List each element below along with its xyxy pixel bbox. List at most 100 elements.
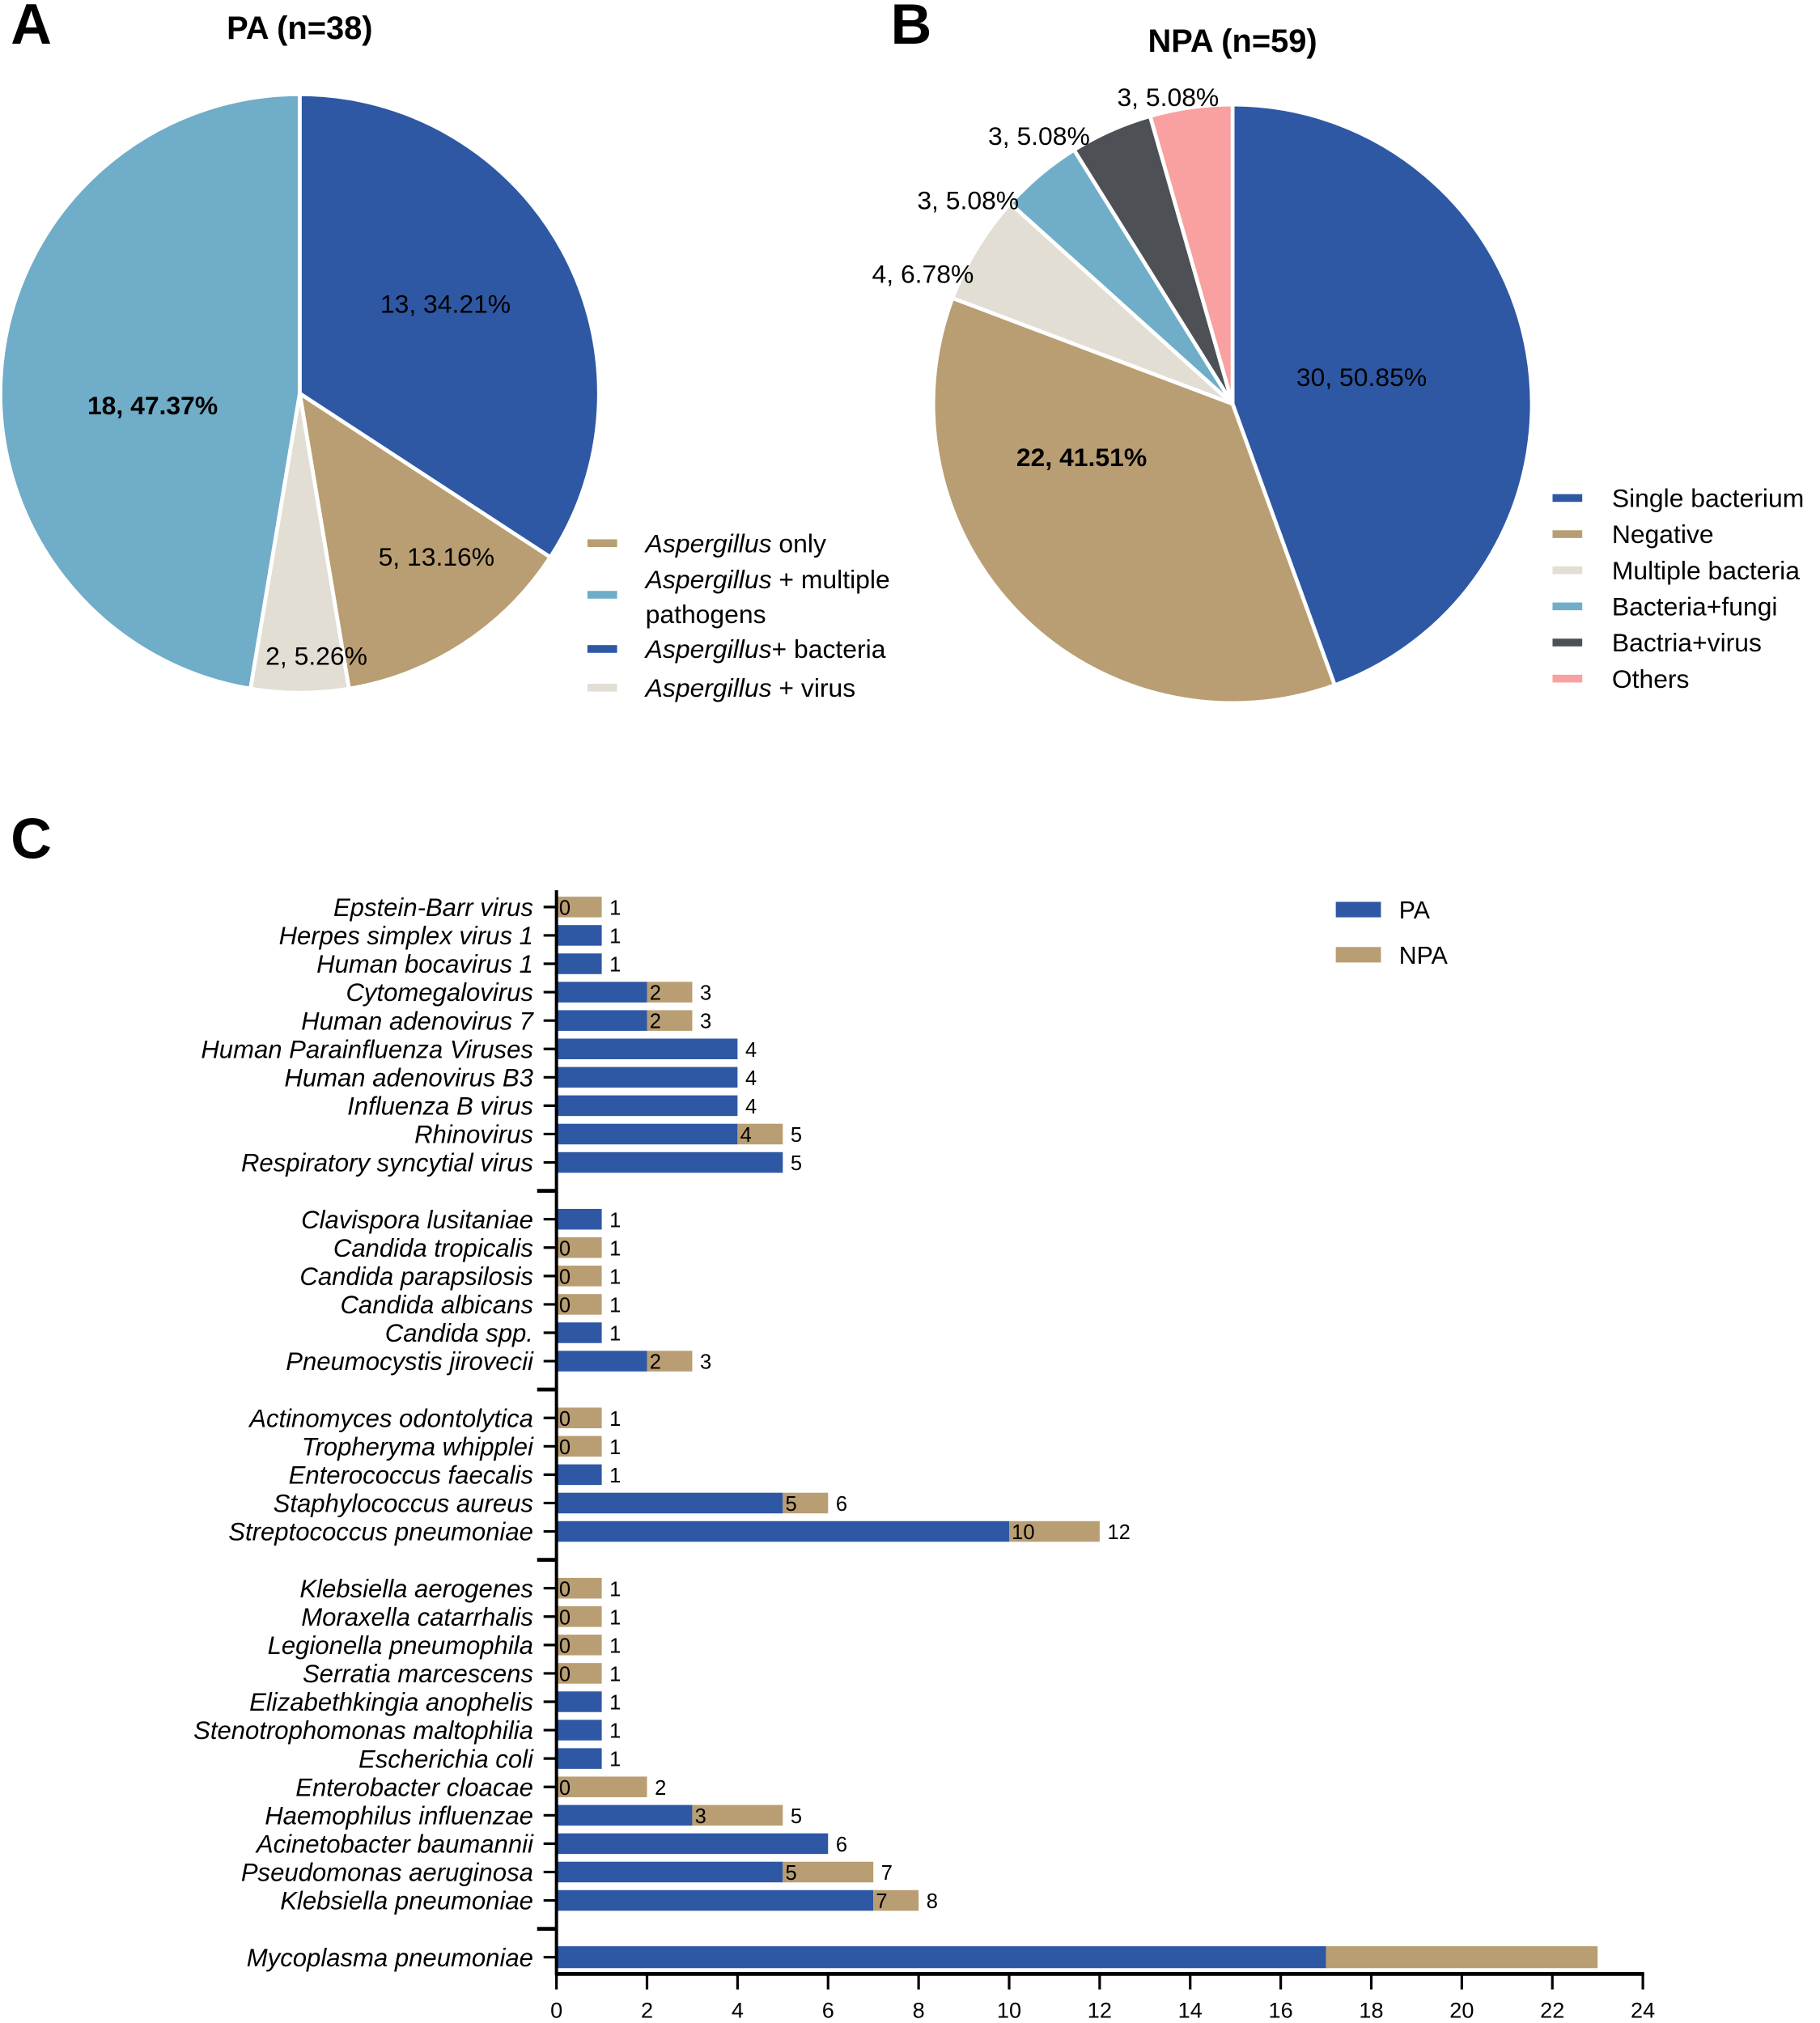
bar-npa <box>556 1635 602 1656</box>
legend-swatch <box>1335 947 1381 963</box>
bar-pa <box>556 1095 738 1117</box>
bar-npa <box>556 1266 602 1287</box>
pie-slice-label: 3, 5.08% <box>988 121 1090 151</box>
legend-swatch <box>1335 901 1381 918</box>
category-label: Epstein-Barr virus <box>333 893 533 922</box>
x-tick-label: 10 <box>997 1998 1021 2023</box>
legend-swatch <box>587 684 617 692</box>
pie-slice <box>931 295 1338 706</box>
pie-slice <box>1148 102 1235 405</box>
category-label: Candida parapsilosis <box>299 1262 533 1291</box>
x-tick-label: 4 <box>732 1998 744 2023</box>
bar-npa <box>1009 1520 1100 1542</box>
legend-label: Multiple bacteria <box>1612 556 1800 585</box>
bar-npa <box>556 1237 602 1258</box>
bar-npa <box>647 1010 693 1031</box>
bar-total-value-label: 6 <box>836 1834 847 1856</box>
bar-pa <box>556 1861 783 1883</box>
bar-total-value-label: 1 <box>609 1436 621 1459</box>
x-tick-label: 22 <box>1540 1998 1564 2023</box>
category-label: Haemophilus influenzae <box>265 1801 533 1830</box>
bar-total-value-label: 1 <box>609 1606 621 1629</box>
bar-pa-value-label: 0 <box>559 1635 571 1657</box>
bar-total-value-label: 1 <box>609 1266 621 1288</box>
x-tick-label: 6 <box>822 1998 834 2023</box>
category-label: Streptococcus pneumoniae <box>228 1518 533 1546</box>
category-label: Cytomegalovirus <box>346 978 532 1007</box>
bar-pa <box>556 982 647 1003</box>
pie-slice-label: 3, 5.08% <box>917 186 1019 215</box>
legend-label: NPA <box>1399 943 1449 969</box>
legend-label: Negative <box>1612 520 1714 549</box>
legend-swatch <box>587 539 617 548</box>
bar-pa <box>556 1038 738 1059</box>
category-label: Enterobacter cloacae <box>295 1773 533 1801</box>
bar-pa <box>556 1123 738 1145</box>
x-tick-label: 18 <box>1359 1998 1383 2023</box>
category-label: Acinetobacter baumannii <box>255 1830 534 1859</box>
bar-npa <box>783 1492 829 1514</box>
panel-letter-b: B <box>891 0 932 56</box>
pie-slice-label: 13, 34.21% <box>380 289 511 318</box>
pie-slice <box>0 91 302 691</box>
bar-pa <box>556 1151 783 1173</box>
bar-total-value-label: 12 <box>1107 1521 1130 1544</box>
bar-pa-value-label: 0 <box>559 1266 571 1288</box>
panel-letter-a: A <box>11 0 52 56</box>
legend-label: Aspergillus + multiple <box>644 565 890 594</box>
pie-slice <box>949 200 1234 406</box>
legend-label: Aspergillus+ bacteria <box>644 634 886 664</box>
bar-pa <box>556 953 602 974</box>
category-label: Staphylococcus aureus <box>274 1490 533 1518</box>
bar-npa <box>556 1407 602 1428</box>
legend-label: Others <box>1612 664 1690 693</box>
bar-total-value-label: 1 <box>609 1692 621 1715</box>
bar-total-value-label: 5 <box>791 1152 802 1175</box>
category-label: Candida spp. <box>385 1319 533 1347</box>
bar-total-value-label: 1 <box>609 954 621 977</box>
bar-total-value-label: 4 <box>745 1039 757 1062</box>
bar-npa <box>647 982 693 1003</box>
bar-pa <box>556 1833 829 1855</box>
bar-pa <box>556 1889 874 1911</box>
x-tick-label: 20 <box>1449 1998 1474 2023</box>
bar-npa <box>783 1861 874 1883</box>
x-tick-label: 8 <box>913 1998 925 2023</box>
pie-b-title: NPA (n=59) <box>1148 23 1317 59</box>
bar-pa <box>556 1720 602 1741</box>
legend-label: Single bacterium <box>1612 484 1804 513</box>
category-label: Rhinovirus <box>414 1121 533 1149</box>
bar-pa <box>556 1520 1010 1542</box>
bar-total-value-label: 1 <box>609 1663 621 1686</box>
bar-total-value-label: 2 <box>655 1777 666 1800</box>
bar-pa-value-label: 0 <box>559 1436 571 1459</box>
category-label: Klebsiella aerogenes <box>299 1575 533 1603</box>
category-label: Herpes simplex virus 1 <box>279 922 533 950</box>
pie-slice-label: 22, 41.51% <box>1016 443 1147 472</box>
category-label: Mycoplasma pneumoniae <box>247 1944 533 1972</box>
bar-pa-value-label: 0 <box>559 1777 571 1800</box>
bar-npa <box>1326 1946 1598 1969</box>
bar-pa <box>556 1351 647 1372</box>
bar-total-value-label: 7 <box>881 1862 893 1885</box>
bar-total-value-label: 1 <box>609 1323 621 1346</box>
x-tick-label: 14 <box>1178 1998 1203 2023</box>
legend-swatch <box>1552 638 1583 647</box>
bar-pa-value-label: 0 <box>559 1578 571 1601</box>
bar-pa-value-label: 2 <box>650 1351 661 1374</box>
pie-slice <box>1230 102 1534 688</box>
legend-swatch <box>587 591 617 599</box>
legend-label: PA <box>1399 897 1431 924</box>
legend-label: Bactria+virus <box>1612 628 1762 657</box>
bar-total-value-label: 1 <box>609 1209 621 1232</box>
bar-total-value-label: 1 <box>609 1294 621 1317</box>
bar-total-value-label: 4 <box>745 1096 757 1118</box>
bar-total-value-label: 1 <box>609 897 621 919</box>
bar-total-value-label: 8 <box>927 1890 938 1913</box>
legend-label: Aspergillus + virus <box>644 673 856 702</box>
bar-pa-value-label: 0 <box>559 1606 571 1629</box>
pie-slice <box>297 389 554 691</box>
x-tick-label: 24 <box>1631 1998 1655 2023</box>
x-tick-label: 16 <box>1269 1998 1293 2023</box>
category-label: Pneumocystis jirovecii <box>286 1347 534 1376</box>
